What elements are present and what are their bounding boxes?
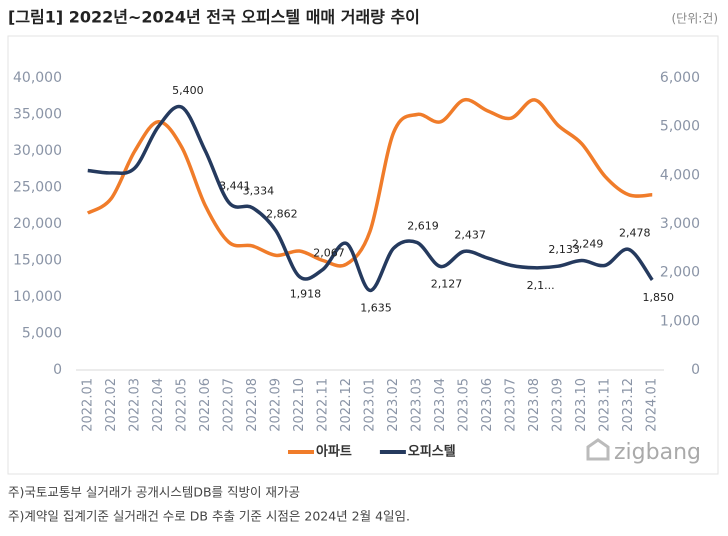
legend-label: 오피스텔 <box>408 445 456 460</box>
x-tick-label: 2022.11 <box>315 378 330 432</box>
y2-tick-label: 0 <box>691 362 700 378</box>
x-tick-label: 2023.07 <box>504 378 519 432</box>
x-tick-label: 2023.05 <box>457 378 472 432</box>
y-tick-label: 0 <box>53 362 62 378</box>
data-label: 3,441 <box>219 180 251 193</box>
data-label: 1,635 <box>360 301 392 314</box>
x-tick-label: 2022.07 <box>221 378 236 432</box>
y-tick-label: 35,000 <box>13 107 62 123</box>
y2-tick-label: 3,000 <box>660 216 700 232</box>
x-tick-label: 2022.04 <box>151 378 166 432</box>
unit-label: (단위:건) <box>671 12 718 26</box>
data-label: 2,249 <box>572 238 604 251</box>
x-tick-label: 2023.08 <box>527 378 542 432</box>
data-label: 2,478 <box>619 226 651 239</box>
y2-tick-label: 2,000 <box>660 265 700 281</box>
x-tick-label: 2022.01 <box>80 378 95 432</box>
y-tick-label: 20,000 <box>13 216 62 232</box>
y2-tick-label: 1,000 <box>660 313 700 329</box>
data-label: 1,850 <box>642 291 674 304</box>
x-tick-label: 2022.10 <box>292 378 307 432</box>
x-tick-label: 2023.02 <box>386 378 401 432</box>
x-tick-label: 2023.01 <box>363 378 378 432</box>
x-tick-label: 2023.04 <box>433 378 448 432</box>
data-label: 5,400 <box>172 84 204 97</box>
series-line <box>87 104 654 293</box>
y2-tick-label: 4,000 <box>660 167 700 183</box>
data-label: 2,127 <box>431 277 463 290</box>
x-tick-label: 2024.01 <box>645 378 660 432</box>
logo: zigbang <box>586 438 701 465</box>
data-label: 2,862 <box>266 208 298 221</box>
logo-text: zigbang <box>614 440 701 465</box>
y-tick-label: 25,000 <box>13 180 62 196</box>
data-label: 2,437 <box>454 228 486 241</box>
y-tick-label: 40,000 <box>13 70 62 86</box>
x-tick-label: 2023.12 <box>621 378 636 432</box>
note: 주)계약일 집계기준 실거래건 수로 DB 추출 기준 시점은 2024년 2월… <box>8 509 410 524</box>
y-tick-label: 30,000 <box>13 143 62 159</box>
x-tick-label: 2022.09 <box>268 378 283 432</box>
note: 주)국토교통부 실거래가 공개시스템DB를 직방이 재가공 <box>8 485 300 500</box>
data-label: 3,334 <box>243 185 275 198</box>
x-tick-label: 2023.09 <box>551 378 566 432</box>
x-tick-label: 2023.06 <box>480 378 495 432</box>
x-tick-label: 2022.05 <box>174 378 189 432</box>
y2-tick-label: 5,000 <box>660 119 700 135</box>
x-tick-label: 2023.10 <box>574 378 589 432</box>
data-label: 1,918 <box>290 288 322 301</box>
data-label: 2,067 <box>313 246 345 259</box>
x-tick-label: 2022.03 <box>127 378 142 432</box>
x-tick-label: 2022.08 <box>245 378 260 432</box>
legend-label: 아파트 <box>316 444 352 460</box>
y-tick-label: 10,000 <box>13 289 62 305</box>
x-tick-label: 2023.11 <box>598 378 613 432</box>
y-tick-label: 5,000 <box>22 326 62 342</box>
x-tick-label: 2022.02 <box>104 378 119 432</box>
x-tick-label: 2022.06 <box>198 378 213 432</box>
data-label: 2,1... <box>527 279 555 292</box>
logo-icon <box>586 438 610 461</box>
y2-tick-label: 6,000 <box>660 70 700 86</box>
x-tick-label: 2022.12 <box>339 378 354 432</box>
chart-title: [그림1] 2022년~2024년 전국 오피스텔 매매 거래량 추이 <box>8 8 420 27</box>
y-tick-label: 15,000 <box>13 253 62 269</box>
chart-frame <box>7 35 719 475</box>
data-label: 2,133 <box>548 243 580 256</box>
data-label: 2,619 <box>407 220 439 233</box>
series-line <box>86 97 653 268</box>
x-tick-label: 2023.03 <box>410 378 425 432</box>
